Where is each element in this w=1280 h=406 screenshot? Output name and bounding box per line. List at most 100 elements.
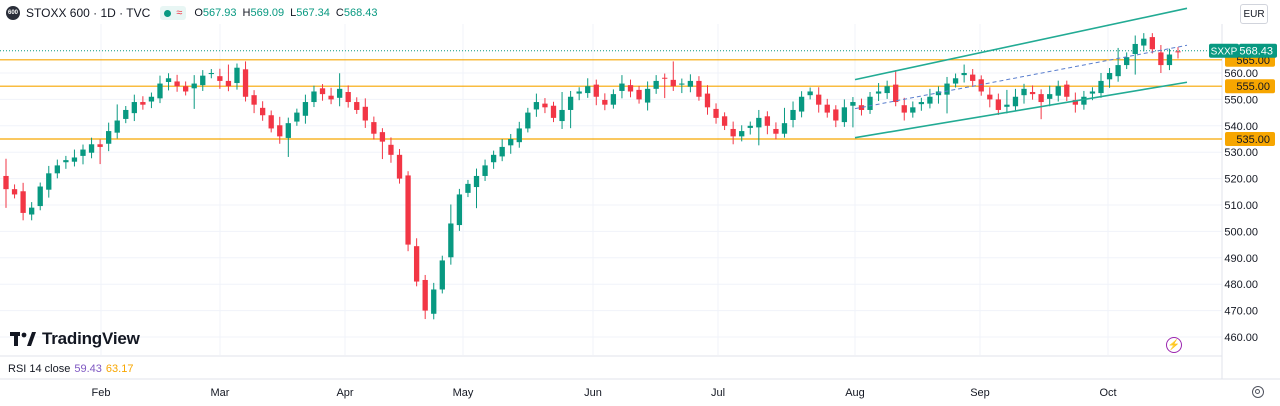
candle-body: [798, 96, 805, 112]
lightning-icon[interactable]: ⚡: [1166, 337, 1182, 353]
candle-body: [251, 95, 257, 105]
candle: [46, 165, 52, 198]
candle-body: [824, 104, 830, 113]
candle-body: [756, 117, 762, 128]
candle: [473, 168, 480, 209]
candle: [311, 85, 317, 108]
candle-body: [405, 175, 411, 245]
candle: [858, 98, 865, 116]
candle-body: [550, 105, 557, 118]
candle: [756, 109, 762, 146]
candle: [371, 116, 377, 140]
rsi-legend[interactable]: RSI 14 close 59.43 63.17: [8, 363, 133, 375]
candle-body: [696, 80, 702, 97]
candle: [567, 90, 574, 129]
candle: [901, 97, 907, 121]
candle: [431, 282, 437, 320]
candle: [251, 90, 257, 114]
candle-body: [1115, 65, 1121, 77]
y-tick-label: 470.00: [1224, 306, 1258, 318]
candle: [20, 182, 26, 221]
symbol-title[interactable]: STOXX 600 · 1D · TVC: [26, 6, 151, 20]
candle: [11, 184, 18, 199]
candle-body: [670, 79, 676, 87]
candle: [482, 159, 488, 181]
candle-body: [234, 67, 240, 84]
candle: [516, 121, 522, 148]
candle-body: [662, 77, 668, 79]
candle-body: [208, 73, 214, 75]
symbol-logo-icon[interactable]: 600: [6, 6, 20, 20]
candle-body: [456, 194, 463, 226]
candle-body: [850, 102, 856, 106]
brand-name: TradingView: [42, 329, 140, 348]
candle-body: [11, 189, 18, 195]
candle-body: [875, 91, 882, 94]
candle: [550, 101, 557, 123]
candle: [106, 122, 112, 152]
candle: [790, 101, 796, 128]
candle-body: [790, 109, 796, 120]
candle: [1141, 33, 1147, 52]
candle: [88, 137, 95, 159]
candle-body: [721, 116, 728, 126]
candle-body: [1158, 52, 1164, 66]
candle: [1029, 85, 1036, 100]
candle: [328, 87, 334, 105]
last-price-badge: [1239, 43, 1277, 58]
candle: [131, 94, 137, 122]
candle: [114, 104, 120, 139]
gear-icon[interactable]: [1252, 386, 1264, 398]
candle-body: [114, 120, 120, 133]
rsi-label: RSI 14 close: [8, 363, 71, 375]
candle-body: [533, 102, 540, 110]
candle: [140, 96, 146, 110]
candle: [259, 101, 266, 121]
candle: [80, 144, 86, 165]
candle: [413, 238, 420, 287]
candle: [739, 125, 745, 142]
candle-body: [268, 115, 274, 129]
candle: [302, 94, 309, 124]
candle: [987, 87, 993, 108]
y-tick-label: 480.00: [1224, 279, 1258, 291]
candle-body: [1021, 88, 1027, 96]
candle-body: [362, 106, 368, 121]
candle: [559, 92, 565, 129]
level-price-label: 535.00: [1236, 134, 1270, 146]
candle-body: [29, 207, 35, 215]
candle-body: [739, 131, 745, 137]
candle-body: [602, 99, 608, 105]
candle-body: [465, 183, 471, 193]
currency-button[interactable]: EUR: [1240, 4, 1268, 24]
candle-body: [88, 144, 95, 153]
candle-body: [379, 132, 386, 142]
y-tick-label: 460.00: [1224, 332, 1258, 344]
candle-body: [217, 76, 223, 81]
candle-body: [354, 102, 360, 110]
candle: [1038, 89, 1044, 120]
candle: [123, 106, 129, 124]
candle-body: [311, 91, 317, 103]
candle-body: [542, 103, 548, 108]
candle-body: [499, 146, 505, 157]
candle-body: [148, 96, 155, 102]
candle-body: [807, 91, 813, 96]
wave-icon: ≈: [176, 6, 183, 19]
x-tick-label: Jun: [584, 387, 602, 399]
candle: [893, 70, 899, 107]
candle: [687, 74, 694, 93]
candle-body: [1055, 86, 1061, 96]
candle-body: [157, 83, 163, 99]
market-open-icon: [164, 9, 172, 17]
market-status-badge[interactable]: ≈: [160, 6, 187, 20]
candle: [807, 87, 813, 100]
y-tick-label: 510.00: [1224, 200, 1258, 212]
candle-body: [910, 107, 916, 113]
candle-body: [901, 105, 907, 113]
candle: [653, 75, 659, 94]
candle: [405, 171, 411, 252]
tradingview-logo[interactable]: TradingView: [10, 329, 140, 349]
candle-body: [123, 109, 129, 119]
